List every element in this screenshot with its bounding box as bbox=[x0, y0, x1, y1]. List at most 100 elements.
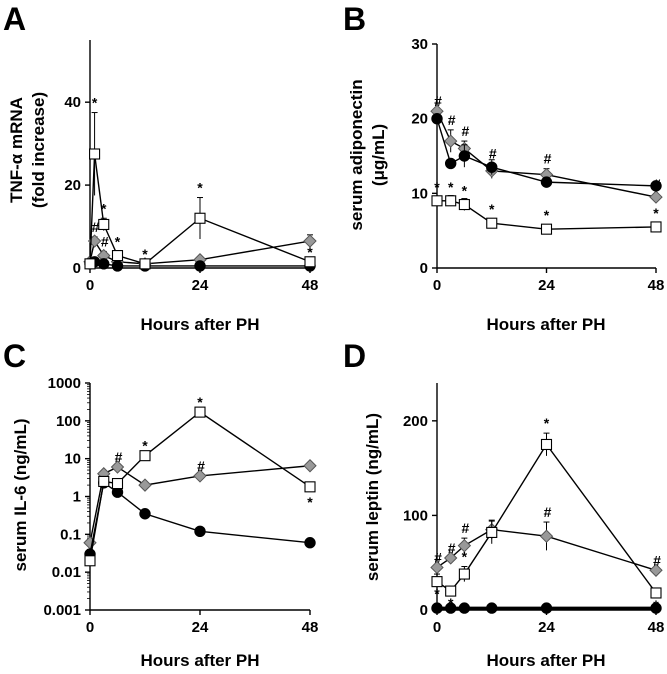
data-point-square bbox=[650, 587, 662, 599]
significance-hash: # bbox=[115, 449, 123, 465]
ylabel-b-line1: serum adiponectin bbox=[347, 79, 366, 230]
significance-asterisk: * bbox=[489, 201, 495, 217]
significance-hash: # bbox=[434, 549, 442, 565]
data-point-diamond bbox=[303, 234, 317, 248]
data-point-square bbox=[84, 555, 96, 567]
data-point-square bbox=[650, 221, 662, 233]
data-point-square bbox=[445, 585, 457, 597]
data-point-square bbox=[486, 217, 498, 229]
x-tick-label: 48 bbox=[648, 619, 665, 636]
chart-panel-d: 0 24 48 0 100 200 # # # # # * * * * * bbox=[403, 383, 664, 636]
data-point-square bbox=[431, 195, 443, 207]
data-point-circle bbox=[194, 260, 206, 272]
data-point-diamond bbox=[110, 460, 125, 474]
significance-asterisk: * bbox=[197, 180, 203, 196]
x-tick-label: 0 bbox=[86, 619, 94, 636]
data-point-square bbox=[304, 481, 316, 493]
significance-hash: # bbox=[197, 458, 205, 474]
data-point-circle bbox=[139, 508, 151, 520]
data-point-square bbox=[304, 256, 316, 268]
panel-letter-a: A bbox=[3, 1, 26, 37]
significance-asterisk: * bbox=[653, 597, 659, 613]
data-point-square bbox=[111, 477, 124, 490]
data-point-circle bbox=[431, 602, 443, 614]
data-point-circle bbox=[458, 602, 471, 614]
ylabel-d: serum leptin (ng/mL) bbox=[363, 413, 382, 581]
y-tick-label: 0 bbox=[420, 260, 428, 277]
significance-hash: # bbox=[101, 233, 109, 249]
data-point-diamond bbox=[457, 538, 472, 553]
x-tick-label: 24 bbox=[538, 619, 555, 636]
series-line-square-white bbox=[89, 411, 311, 561]
x-tick-label: 0 bbox=[86, 277, 94, 294]
data-point-circle bbox=[431, 112, 443, 125]
y-tick-label: 100 bbox=[403, 507, 428, 524]
data-point-square bbox=[194, 212, 206, 224]
significance-hash: # bbox=[461, 123, 469, 139]
y-tick-label: 20 bbox=[64, 177, 81, 194]
significance-hash: # bbox=[448, 540, 456, 556]
x-tick-label: 24 bbox=[538, 277, 555, 294]
x-tick-label: 48 bbox=[302, 619, 319, 636]
x-tick-label: 0 bbox=[433, 277, 441, 294]
y-tick-label: 30 bbox=[411, 36, 428, 53]
x-tick-label: 0 bbox=[433, 619, 441, 636]
xlabel-a: Hours after PH bbox=[140, 315, 259, 334]
data-point-diamond bbox=[193, 469, 207, 483]
significance-asterisk: * bbox=[653, 205, 659, 221]
xlabel-c: Hours after PH bbox=[140, 651, 259, 670]
significance-asterisk: * bbox=[307, 244, 313, 260]
panel-letter-b: B bbox=[343, 1, 366, 37]
y-tick-label: 20 bbox=[411, 111, 428, 128]
significance-hash: # bbox=[434, 93, 442, 109]
y-tick-label: 1000 bbox=[48, 375, 81, 392]
data-point-square bbox=[111, 250, 124, 262]
panel-letter-c: C bbox=[3, 338, 26, 374]
series-line-diamond-gray bbox=[436, 110, 657, 198]
significance-asterisk: * bbox=[101, 200, 107, 216]
data-point-diamond bbox=[443, 551, 458, 565]
data-point-circle bbox=[650, 180, 662, 192]
data-point-diamond bbox=[649, 190, 663, 204]
data-point-diamond bbox=[443, 134, 458, 148]
data-point-circle bbox=[194, 525, 206, 538]
y-tick-label: 1 bbox=[73, 489, 81, 506]
x-tick-label: 48 bbox=[302, 277, 319, 294]
significance-asterisk: * bbox=[544, 415, 550, 431]
y-tick-label: 200 bbox=[403, 413, 428, 430]
data-point-square bbox=[458, 198, 470, 211]
data-point-diamond bbox=[649, 563, 663, 577]
data-point-square bbox=[194, 406, 206, 418]
chart-panel-c: 0 24 48 0.001 0.01 0.1 1 10 100 1000 # # * * * bbox=[43, 375, 318, 636]
data-point-circle bbox=[444, 602, 457, 614]
data-point-circle bbox=[458, 150, 471, 162]
significance-hash: # bbox=[448, 112, 456, 128]
significance-asterisk: * bbox=[434, 586, 440, 602]
significance-asterisk: * bbox=[544, 207, 550, 223]
data-point-square bbox=[540, 223, 553, 235]
x-tick-label: 24 bbox=[192, 619, 209, 636]
significance-asterisk: * bbox=[142, 246, 148, 262]
significance-hash: # bbox=[544, 151, 552, 167]
y-tick-label: 0 bbox=[73, 260, 81, 277]
data-point-diamond bbox=[430, 560, 444, 575]
data-point-square bbox=[486, 526, 498, 538]
data-point-circle bbox=[111, 260, 124, 272]
ylabel-b-line2: (μg/mL) bbox=[369, 124, 388, 186]
data-point-circle bbox=[98, 258, 110, 270]
data-point-square bbox=[445, 195, 457, 207]
ylabel-a-line2: (fold increase) bbox=[29, 92, 48, 208]
data-point-circle bbox=[540, 602, 553, 614]
xlabel-d: Hours after PH bbox=[486, 651, 605, 670]
significance-hash: # bbox=[92, 219, 100, 235]
data-point-square bbox=[84, 258, 96, 270]
xlabel-b: Hours after PH bbox=[486, 315, 605, 334]
x-tick-label: 48 bbox=[648, 277, 665, 294]
significance-asterisk: * bbox=[448, 179, 454, 195]
data-point-circle bbox=[304, 537, 316, 549]
data-point-circle bbox=[486, 161, 498, 173]
significance-hash: # bbox=[489, 145, 497, 161]
significance-hash: # bbox=[653, 552, 661, 568]
